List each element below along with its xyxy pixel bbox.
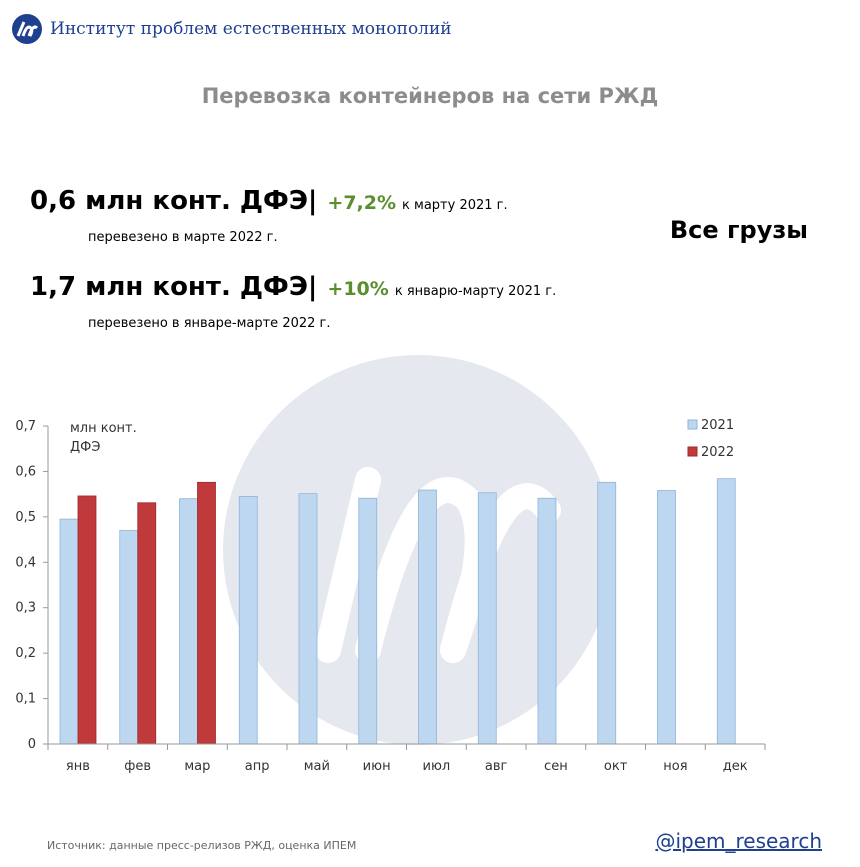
bar-2021-ноя bbox=[657, 490, 676, 745]
bar-chart: 0 0,1 0,2 0,3 0,4 0,5 0,6 0,7 янв фев мар апр май ию… bbox=[15, 418, 766, 774]
x-tick-label: мар bbox=[184, 759, 210, 774]
bar-2021-апр bbox=[238, 496, 258, 745]
footer-source: Источник: данные пресс-релизов РЖД, оцен… bbox=[47, 839, 357, 852]
x-tick-label: ноя bbox=[663, 759, 687, 774]
x-axis: янв фев мар апр май июн июл авг сен окт ноя дек bbox=[47, 743, 766, 774]
bar-2021-янв bbox=[59, 518, 79, 745]
bar-2022-мар bbox=[197, 481, 216, 745]
x-tick-label: июл bbox=[423, 759, 451, 774]
bar-2021-мар bbox=[179, 498, 198, 745]
y-axis: 0 0,1 0,2 0,3 0,4 0,5 0,6 0,7 bbox=[15, 419, 49, 752]
stat-q1-compare: к январю-марту 2021 г. bbox=[394, 284, 557, 299]
stat-march-value: 0,6 млн конт. ДФЭ bbox=[30, 186, 308, 216]
legend-swatch-2021 bbox=[687, 419, 698, 430]
stat-q1-sub: перевезено в январе-марте 2022 г. bbox=[88, 316, 331, 331]
bar-2021-сен bbox=[537, 497, 557, 745]
x-tick-label: фев bbox=[124, 759, 151, 774]
bar-2022-фев bbox=[137, 502, 157, 745]
x-tick-label: дек bbox=[723, 759, 748, 774]
bar-2021-май bbox=[298, 493, 318, 745]
x-tick-label: окт bbox=[604, 759, 628, 774]
x-tick-label: авг bbox=[485, 759, 508, 774]
x-tick-label: апр bbox=[245, 759, 270, 774]
y-tick-label: 0,2 bbox=[15, 646, 36, 661]
legend-swatch-2022 bbox=[687, 446, 698, 457]
y-tick-label: 0,3 bbox=[15, 601, 36, 616]
legend-label-2021: 2021 bbox=[701, 418, 734, 433]
stat-q1-growth: +10% bbox=[327, 278, 389, 300]
x-tick-label: май bbox=[304, 759, 330, 774]
stat-march-growth: +7,2% bbox=[327, 192, 397, 214]
bar-2021-окт bbox=[597, 481, 617, 745]
header: Институт проблем естественных монополий bbox=[12, 14, 452, 44]
y-axis-label-line1: млн конт. bbox=[70, 421, 137, 436]
legend-label-2022: 2022 bbox=[701, 445, 734, 460]
page-title: Перевозка контейнеров на сети РЖД bbox=[201, 84, 659, 108]
y-tick-label: 0,5 bbox=[15, 510, 36, 525]
legend: 2021 2022 bbox=[687, 418, 734, 460]
bar-2021-авг bbox=[477, 492, 497, 745]
y-tick-label: 0 bbox=[28, 737, 36, 752]
bar-2021-фев bbox=[119, 530, 139, 745]
stat-march-compare: к марту 2021 г. bbox=[402, 198, 508, 213]
bar-2021-дек bbox=[716, 478, 736, 745]
x-tick-label: июн bbox=[363, 759, 391, 774]
y-tick-label: 0,1 bbox=[15, 692, 36, 707]
all-cargo-label: Все грузы bbox=[669, 216, 808, 244]
stat-divider: | bbox=[307, 272, 318, 302]
org-name: Институт проблем естественных монополий bbox=[50, 19, 452, 39]
x-tick-label: сен bbox=[544, 759, 568, 774]
bar-2021-июл bbox=[418, 489, 437, 745]
bar-2022-янв bbox=[77, 495, 97, 745]
footer-handle-link[interactable]: @ipem_research bbox=[655, 829, 822, 853]
stat-q1-value: 1,7 млн конт. ДФЭ bbox=[30, 272, 308, 302]
y-tick-label: 0,7 bbox=[15, 419, 36, 434]
stat-march: 0,6 млн конт. ДФЭ| +7,2% к марту 2021 г. bbox=[30, 186, 508, 216]
stat-divider: | bbox=[307, 186, 318, 216]
y-tick-label: 0,4 bbox=[15, 555, 36, 570]
x-tick-label: янв bbox=[66, 759, 90, 774]
bar-2021-июн bbox=[358, 497, 378, 745]
stat-q1: 1,7 млн конт. ДФЭ| +10% к январю-марту 202… bbox=[30, 272, 556, 302]
ipem-logo-icon bbox=[12, 14, 42, 44]
watermark-logo-icon bbox=[223, 355, 613, 745]
y-tick-label: 0,6 bbox=[15, 464, 36, 479]
bars bbox=[59, 478, 736, 745]
y-axis-label-line2: ДФЭ bbox=[70, 440, 100, 455]
stat-march-sub: перевезено в марте 2022 г. bbox=[88, 230, 278, 245]
